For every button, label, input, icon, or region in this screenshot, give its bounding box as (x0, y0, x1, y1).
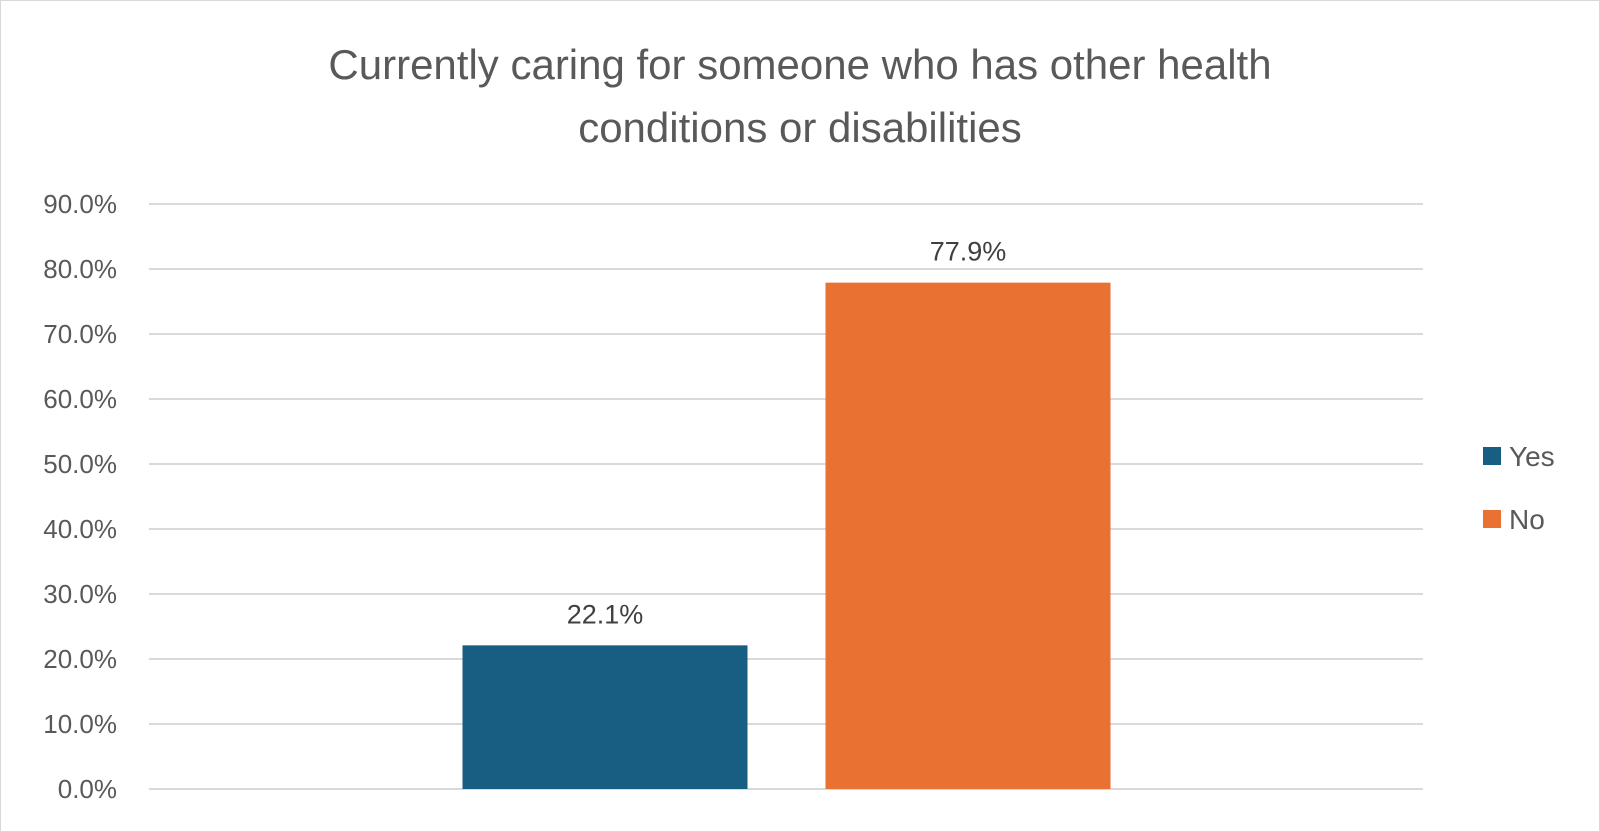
y-tick-label: 50.0% (43, 449, 117, 479)
y-tick-label: 20.0% (43, 644, 117, 674)
y-tick-label: 10.0% (43, 709, 117, 739)
data-label-yes: 22.1% (567, 599, 644, 629)
bars (462, 282, 1111, 789)
y-tick-label: 0.0% (58, 774, 117, 804)
gridlines (149, 203, 1423, 790)
legend-item-no: No (1483, 504, 1545, 535)
y-tick-label: 40.0% (43, 514, 117, 544)
legend-label: No (1509, 504, 1545, 535)
chart-title-line-1: Currently caring for someone who has oth… (328, 41, 1271, 88)
data-label-no: 77.9% (930, 237, 1007, 267)
y-tick-label: 90.0% (43, 189, 117, 219)
y-tick-label: 30.0% (43, 579, 117, 609)
chart-title: Currently caring for someone who has oth… (328, 41, 1271, 151)
chart-title-line-2: conditions or disabilities (578, 104, 1022, 151)
data-labels: 22.1% 77.9% (567, 237, 1007, 630)
bar-no (825, 282, 1111, 789)
legend-label: Yes (1509, 441, 1555, 472)
y-tick-label: 60.0% (43, 384, 117, 414)
y-axis-tick-labels: 0.0% 10.0% 20.0% 30.0% 40.0% 50.0% 60.0% 70.0% 8… (43, 189, 117, 804)
y-tick-label: 80.0% (43, 254, 117, 284)
legend-swatch (1483, 510, 1501, 528)
legend-swatch (1483, 447, 1501, 465)
legend-item-yes: Yes (1483, 441, 1555, 472)
legend: Yes No (1483, 441, 1555, 535)
bar-yes (462, 645, 748, 789)
y-tick-label: 70.0% (43, 319, 117, 349)
